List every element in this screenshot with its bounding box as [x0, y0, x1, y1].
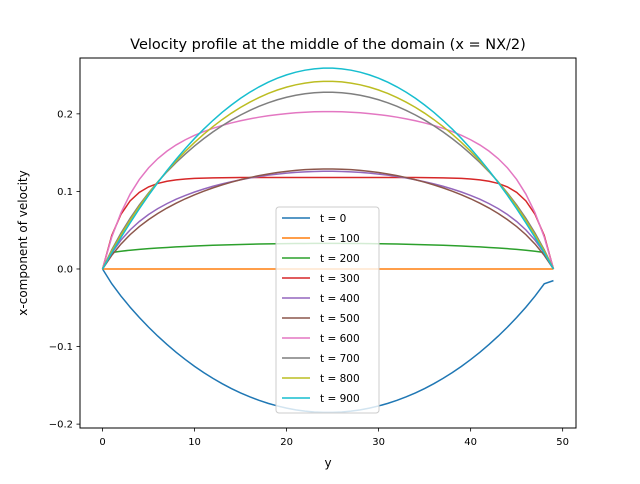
legend-label-6: t = 600 — [320, 333, 360, 345]
y-tick-label: −0.2 — [49, 420, 73, 431]
x-axis-label: y — [324, 456, 331, 470]
series-line-8 — [101, 80, 555, 270]
series-line-9 — [101, 67, 555, 270]
x-tick-label: 0 — [99, 437, 105, 448]
axes-frame — [79, 57, 577, 429]
y-tick-label: 0.0 — [57, 264, 73, 275]
x-tick-label: 50 — [556, 437, 569, 448]
y-axis: −0.2 −0.1 0.0 0.1 0.2 — [49, 109, 80, 431]
x-tick-label: 20 — [280, 437, 293, 448]
chart-title: Velocity profile at the middle of the do… — [130, 37, 526, 53]
legend-label-4: t = 400 — [320, 293, 360, 305]
series-line-6 — [101, 110, 555, 270]
y-axis-label: x-component of velocity — [16, 170, 30, 315]
x-axis: 0 10 20 30 40 50 — [99, 428, 569, 448]
series-line-7 — [101, 91, 555, 270]
legend-label-8: t = 800 — [320, 373, 360, 385]
x-tick-label: 40 — [464, 437, 477, 448]
legend-label-7: t = 700 — [320, 353, 360, 365]
series-line-5 — [101, 168, 555, 270]
y-tick-label: −0.1 — [49, 342, 73, 353]
legend: t = 0 t = 100 t = 200 t = 300 t = 400 t = 500… — [275, 206, 380, 414]
legend-label-9: t = 900 — [320, 393, 360, 405]
legend-label-2: t = 200 — [320, 253, 360, 265]
y-tick-label: 0.2 — [57, 109, 73, 120]
legend-label-1: t = 100 — [320, 233, 360, 245]
legend-label-3: t = 300 — [320, 273, 360, 285]
series-line-3 — [101, 176, 555, 270]
legend-label-0: t = 0 — [320, 213, 346, 225]
x-tick-label: 30 — [372, 437, 385, 448]
y-tick-label: 0.1 — [57, 187, 73, 198]
legend-label-5: t = 500 — [320, 313, 360, 325]
series-line-4 — [101, 170, 555, 270]
x-tick-label: 10 — [188, 437, 201, 448]
